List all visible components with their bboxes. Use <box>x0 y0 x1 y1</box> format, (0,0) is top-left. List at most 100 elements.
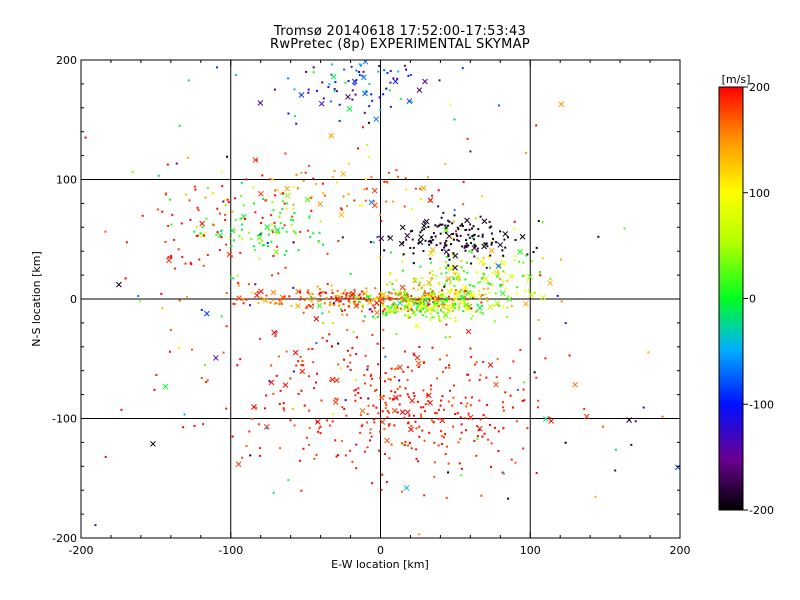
data-point <box>535 124 538 127</box>
data-point <box>447 295 450 298</box>
data-point-x <box>404 232 411 239</box>
data-point <box>343 358 346 361</box>
data-point <box>367 155 370 158</box>
data-point <box>379 108 382 111</box>
data-point <box>396 308 399 311</box>
data-point <box>353 295 356 298</box>
data-point <box>533 371 536 374</box>
data-point <box>525 254 528 257</box>
data-point <box>253 249 256 252</box>
data-point <box>479 215 482 218</box>
data-point <box>283 224 286 227</box>
data-point <box>510 458 513 461</box>
data-point <box>526 253 529 256</box>
data-point <box>461 67 464 70</box>
data-point <box>351 98 354 101</box>
data-point <box>460 266 463 269</box>
data-point-x <box>453 290 460 297</box>
data-point <box>456 412 459 415</box>
data-point <box>381 410 384 413</box>
data-point-x <box>487 362 494 368</box>
data-point <box>307 164 310 167</box>
data-point <box>432 316 435 319</box>
data-point <box>292 207 295 210</box>
data-point-x <box>385 306 392 312</box>
data-point-x <box>316 302 323 309</box>
data-points <box>84 60 680 536</box>
data-point <box>305 306 308 309</box>
data-point <box>281 207 284 210</box>
data-point <box>503 238 506 241</box>
data-point <box>502 427 505 430</box>
data-point <box>349 273 352 276</box>
data-point <box>287 77 290 80</box>
data-point <box>382 304 385 307</box>
data-point <box>404 387 407 390</box>
data-point <box>462 290 465 293</box>
data-point <box>289 377 292 380</box>
data-point <box>323 302 326 305</box>
data-point <box>410 100 413 103</box>
data-point <box>282 407 285 410</box>
data-point <box>452 299 455 302</box>
data-point <box>431 277 434 280</box>
data-point <box>446 297 449 300</box>
data-point <box>435 275 438 278</box>
data-point-x <box>334 294 340 301</box>
data-point <box>514 255 517 258</box>
data-point <box>469 347 472 350</box>
data-point <box>448 310 451 313</box>
data-point <box>349 301 352 304</box>
data-point <box>369 241 372 244</box>
data-point-x <box>199 220 206 227</box>
data-point <box>510 305 513 308</box>
data-point <box>466 373 469 376</box>
data-point <box>358 74 361 77</box>
data-point <box>449 282 452 285</box>
data-point <box>496 275 499 278</box>
data-point <box>383 428 386 431</box>
data-point <box>419 231 422 234</box>
data-point <box>487 256 490 259</box>
data-point <box>478 428 481 431</box>
data-point <box>279 389 282 392</box>
data-point <box>237 282 240 285</box>
data-point <box>443 408 446 411</box>
data-point <box>426 394 429 397</box>
data-point <box>319 294 322 297</box>
data-point <box>443 244 446 247</box>
data-point <box>477 293 480 296</box>
data-point <box>395 279 398 282</box>
data-point-x <box>540 294 546 301</box>
data-point <box>177 248 180 251</box>
data-point <box>583 407 586 410</box>
data-point <box>221 185 224 188</box>
data-point <box>427 400 430 403</box>
data-point <box>242 297 245 300</box>
data-point <box>200 308 203 311</box>
data-point <box>239 251 242 254</box>
data-point <box>275 374 278 377</box>
data-point <box>447 462 450 465</box>
data-point <box>445 323 448 326</box>
data-point <box>312 303 315 306</box>
data-point <box>341 406 344 409</box>
data-point <box>364 90 367 93</box>
y-tick-label: 200 <box>56 54 77 67</box>
data-point-x <box>299 368 306 375</box>
data-point <box>258 257 261 260</box>
data-point <box>295 364 298 367</box>
x-tick-label: 0 <box>377 544 384 557</box>
data-point <box>311 306 314 309</box>
data-point <box>389 272 392 275</box>
data-point <box>447 308 450 311</box>
data-point <box>465 305 468 308</box>
data-point <box>479 280 482 283</box>
data-point <box>439 242 442 245</box>
data-point <box>382 93 385 96</box>
data-point <box>479 374 482 377</box>
data-point <box>288 295 291 298</box>
data-point <box>459 224 462 227</box>
data-point <box>494 241 497 244</box>
data-point <box>292 229 295 232</box>
